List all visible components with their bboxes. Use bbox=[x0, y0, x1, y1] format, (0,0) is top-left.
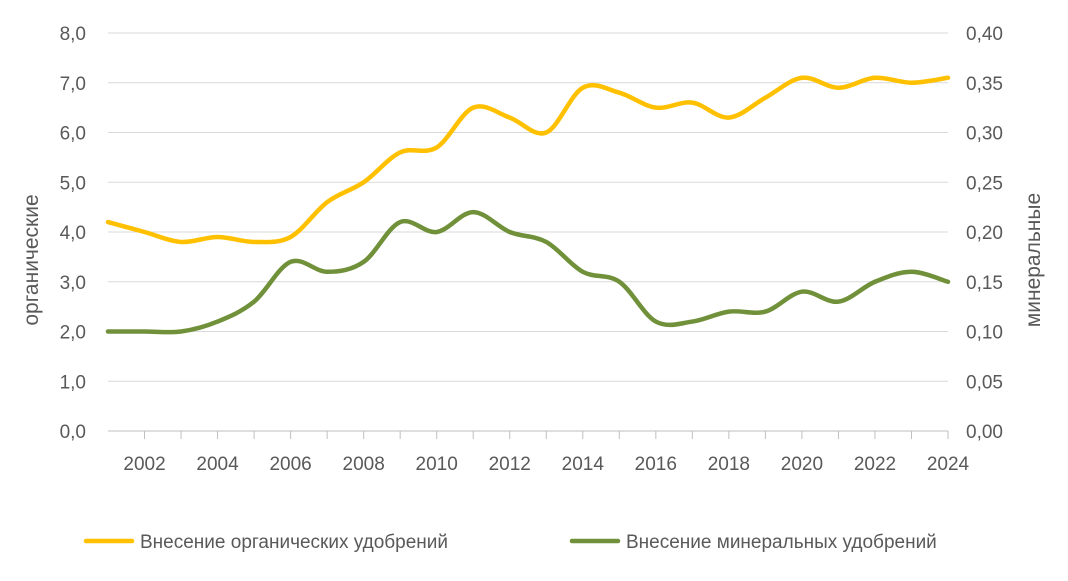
legend-label: Внесение органических удобрений bbox=[140, 532, 448, 553]
left-axis-tick-labels: 0,0 1,0 2,0 3,0 4,0 5,0 6,0 7,0 8,0 bbox=[60, 24, 86, 443]
series-line-organic bbox=[105, 75, 951, 245]
series-line-mineral bbox=[105, 209, 951, 335]
legend-label: Внесение минеральных удобрений bbox=[626, 532, 937, 553]
x-tick-label: 2020 bbox=[781, 454, 823, 475]
left-tick-label: 7,0 bbox=[60, 74, 86, 95]
right-tick-label: 0,10 bbox=[966, 323, 1003, 344]
right-tick-label: 0,35 bbox=[966, 74, 1003, 95]
x-tick-label: 2008 bbox=[343, 454, 385, 475]
left-tick-label: 4,0 bbox=[60, 223, 86, 244]
right-axis-title: минеральные bbox=[1022, 193, 1045, 327]
legend-item-organic: Внесение органических удобрений bbox=[83, 532, 448, 553]
x-tick-label: 2004 bbox=[196, 454, 239, 475]
x-tick-label: 2006 bbox=[269, 454, 311, 475]
right-tick-label: 0,20 bbox=[966, 223, 1003, 244]
right-tick-label: 0,00 bbox=[966, 422, 1003, 443]
x-tick-label: 2002 bbox=[123, 454, 165, 475]
left-tick-label: 3,0 bbox=[60, 273, 86, 294]
x-tick-label: 2018 bbox=[708, 454, 750, 475]
series-lines bbox=[105, 75, 951, 335]
left-tick-label: 6,0 bbox=[60, 124, 86, 145]
left-tick-label: 0,0 bbox=[60, 422, 86, 443]
right-axis-tick-labels: 0,00 0,05 0,10 0,15 0,20 0,25 0,30 0,35 0,40 bbox=[966, 24, 1003, 443]
right-tick-label: 0,40 bbox=[966, 24, 1003, 45]
x-axis bbox=[108, 430, 949, 439]
x-tick-label: 2016 bbox=[635, 454, 677, 475]
legend-item-mineral: Внесение минеральных удобрений bbox=[569, 532, 937, 553]
left-tick-label: 8,0 bbox=[60, 24, 86, 45]
right-tick-label: 0,30 bbox=[966, 124, 1003, 145]
x-tick-label: 2024 bbox=[927, 454, 970, 475]
x-tick-label: 2014 bbox=[562, 454, 605, 475]
x-axis-tick-labels: 2002 2004 2006 2008 2010 2012 2014 2016 2018 2020… bbox=[123, 454, 969, 475]
left-axis-title: органические bbox=[20, 194, 43, 325]
left-tick-label: 2,0 bbox=[60, 323, 86, 344]
right-tick-label: 0,25 bbox=[966, 173, 1003, 194]
left-tick-label: 5,0 bbox=[60, 173, 86, 194]
right-tick-label: 0,15 bbox=[966, 273, 1003, 294]
gridlines bbox=[108, 32, 948, 382]
x-tick-label: 2022 bbox=[854, 454, 896, 475]
x-tick-label: 2010 bbox=[416, 454, 458, 475]
x-tick-label: 2012 bbox=[489, 454, 531, 475]
legend: Внесение органических удобрений Внесение … bbox=[83, 532, 937, 553]
left-tick-label: 1,0 bbox=[60, 372, 86, 393]
right-tick-label: 0,05 bbox=[966, 372, 1003, 393]
